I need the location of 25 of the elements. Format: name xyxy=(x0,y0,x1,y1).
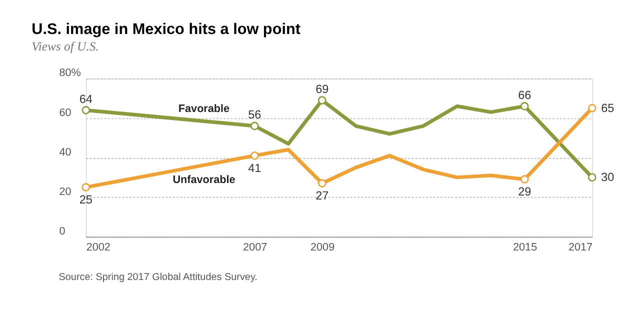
data-label: 27 xyxy=(316,190,329,203)
data-label: 25 xyxy=(79,194,93,207)
data-label: 30 xyxy=(601,170,615,184)
series-label: Unfavorable xyxy=(172,174,236,186)
x-tick-label: 2009 xyxy=(310,242,335,254)
x-tick-label: 2017 xyxy=(568,242,593,254)
y-tick-label: 80% xyxy=(59,67,82,80)
x-tick-label: 2015 xyxy=(513,242,538,254)
data-label: 66 xyxy=(518,88,532,102)
chart-subtitle: Views of U.S. xyxy=(32,39,99,54)
x-tick-label: 2002 xyxy=(86,242,110,254)
chart-title: U.S. image in Mexico hits a low point xyxy=(32,21,300,38)
y-tick-label: 0 xyxy=(59,225,66,238)
x-tick-label: 2007 xyxy=(243,242,268,254)
data-label: 29 xyxy=(518,186,532,199)
y-tick-label: 20 xyxy=(59,186,72,198)
data-label: 64 xyxy=(79,92,93,106)
data-label: 65 xyxy=(601,102,615,115)
data-label: 41 xyxy=(248,162,262,175)
data-label: 56 xyxy=(248,108,262,122)
y-tick-label: 40 xyxy=(59,146,72,158)
y-tick-label: 60 xyxy=(59,106,72,119)
series-label: Favorable xyxy=(178,103,230,116)
data-label: 69 xyxy=(316,83,329,96)
source-note: Source: Spring 2017 Global Attitudes Survey. xyxy=(58,272,258,284)
